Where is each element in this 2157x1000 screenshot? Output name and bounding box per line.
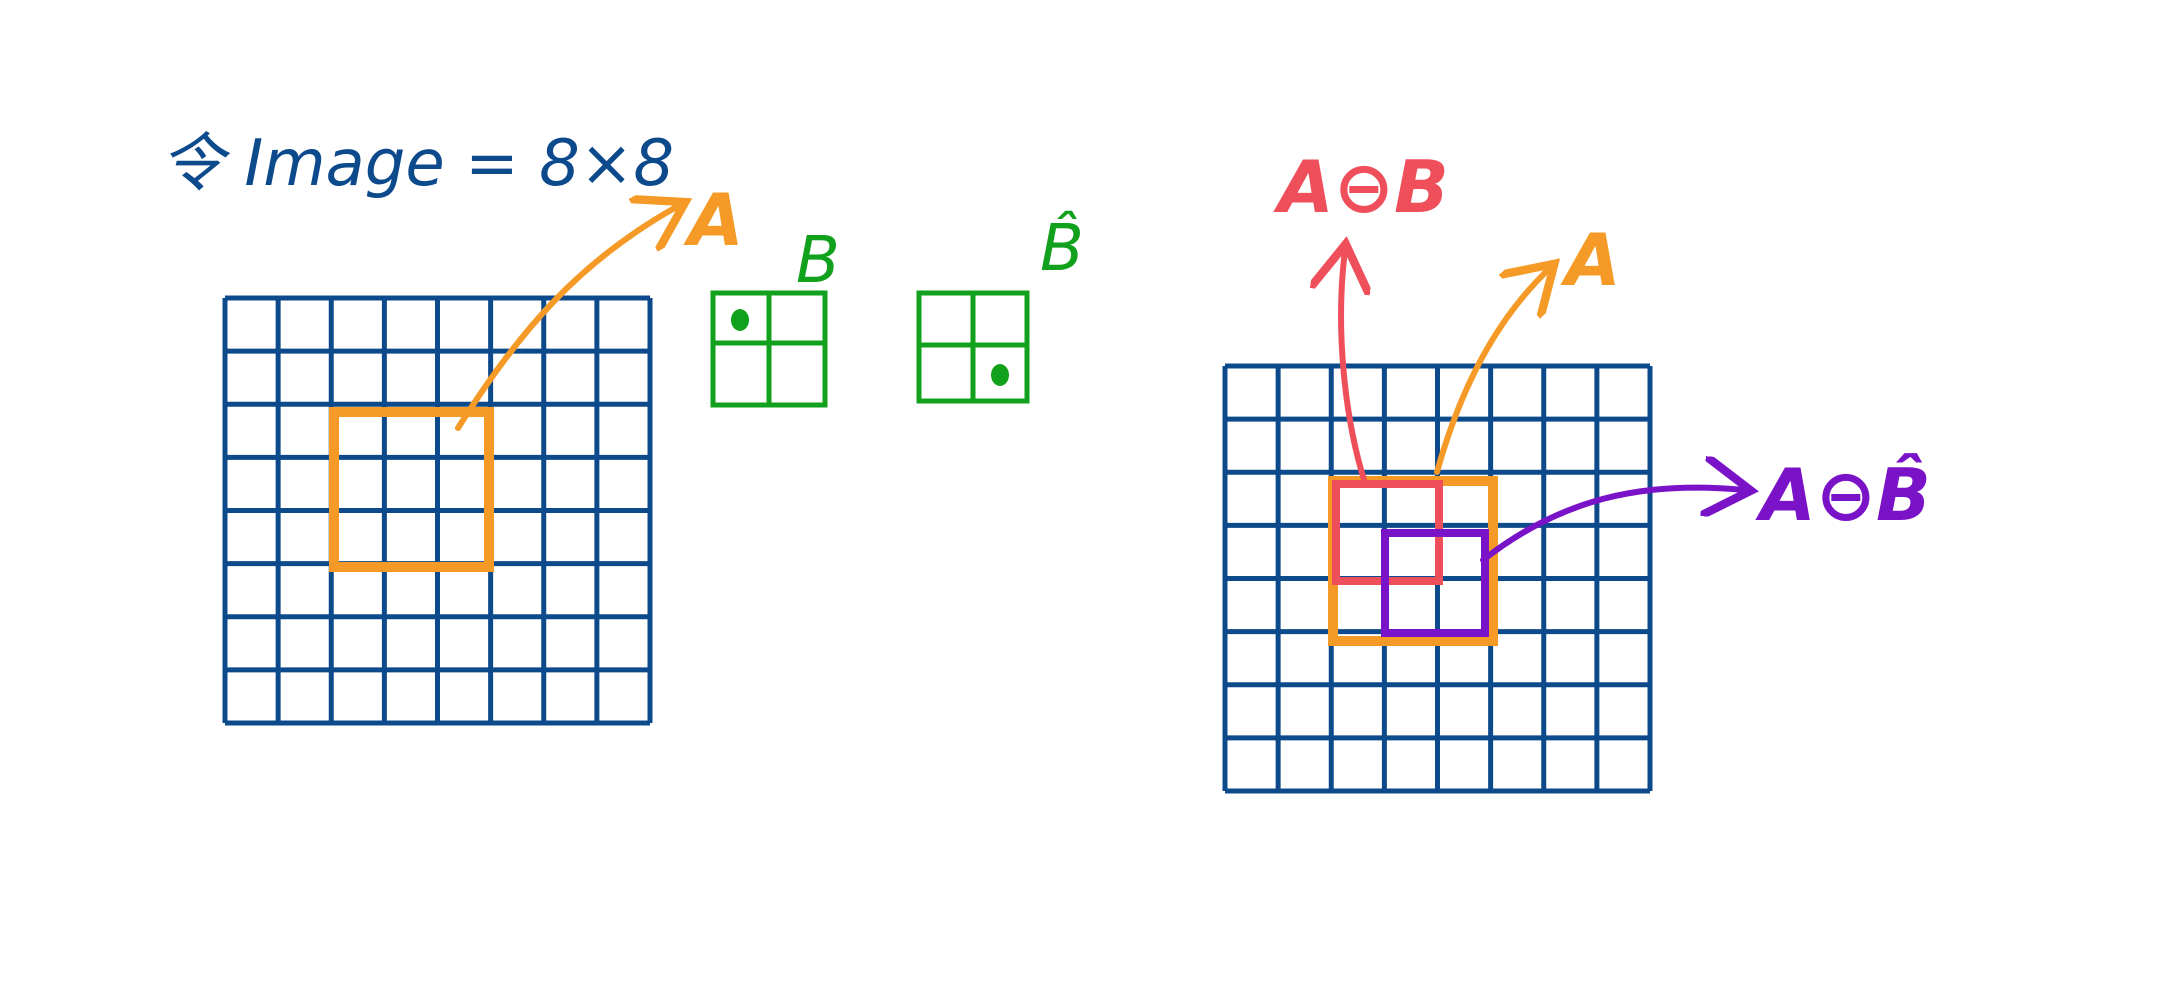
left-label-A: A [683, 178, 744, 262]
kernel-B-hat-label: B̂ [1040, 209, 1084, 286]
label-erosion-B: A⊖B [1273, 145, 1449, 229]
right-window-A [1328, 476, 1498, 646]
right-arrow-A [1434, 268, 1550, 475]
right-window-erosion-Bhat [1381, 529, 1489, 637]
kernel-B-hat-origin-dot [991, 364, 1009, 386]
left-arrow-A [455, 205, 680, 431]
kernel-B-label: B [796, 224, 840, 298]
kernel-B-origin-dot [731, 309, 749, 331]
arrow-erosion-Bhat [1480, 488, 1745, 563]
title-label: 令 Image = 8×8 [160, 127, 674, 201]
label-erosion-Bhat: A⊖B̂ [1755, 453, 1931, 537]
right-label-A: A [1560, 218, 1621, 302]
kernel-B-hat [916, 290, 1030, 404]
left-window-A [329, 407, 494, 572]
arrow-erosion-B [1341, 250, 1365, 486]
left-image-grid [222, 295, 653, 726]
kernel-B [710, 290, 828, 408]
